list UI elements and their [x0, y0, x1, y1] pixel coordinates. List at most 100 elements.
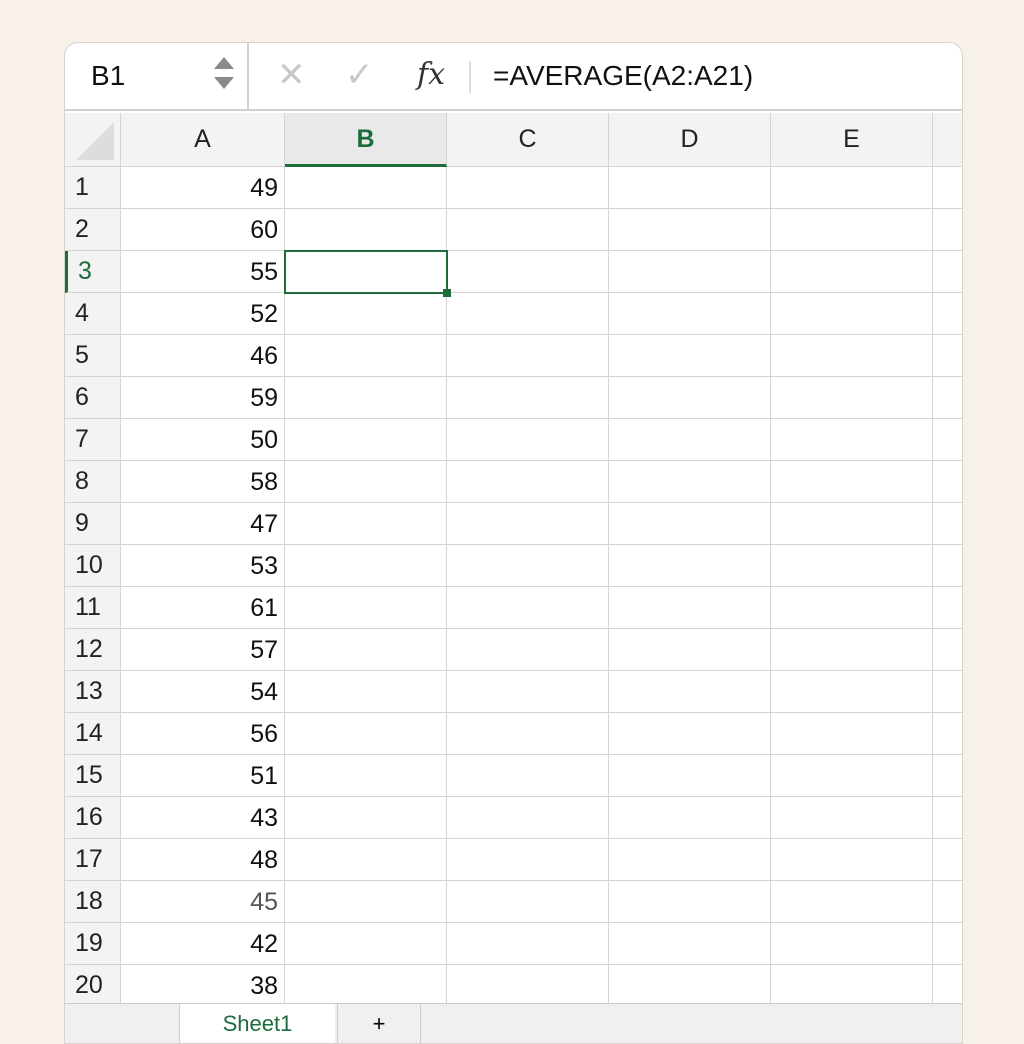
- formula-input[interactable]: =AVERAGE(A2:A21): [493, 60, 754, 91]
- name-box[interactable]: B1: [65, 43, 249, 109]
- cell-A7[interactable]: 50: [121, 419, 285, 461]
- cell-A3[interactable]: 55: [121, 251, 285, 293]
- row-header-10[interactable]: 10: [65, 545, 121, 587]
- cell-A16[interactable]: 43: [121, 797, 285, 839]
- row-header-1[interactable]: 1: [65, 167, 121, 209]
- cell-E14[interactable]: [771, 713, 933, 755]
- cell-A15[interactable]: 51: [121, 755, 285, 797]
- row-header-8[interactable]: 8: [65, 461, 121, 503]
- cell-B14[interactable]: [285, 713, 447, 755]
- cell-C14[interactable]: [447, 713, 609, 755]
- cell-F8[interactable]: [933, 461, 962, 503]
- cell-A12[interactable]: 57: [121, 629, 285, 671]
- cell-F12[interactable]: [933, 629, 962, 671]
- cell-C13[interactable]: [447, 671, 609, 713]
- row-header-5[interactable]: 5: [65, 335, 121, 377]
- row-header-7[interactable]: 7: [65, 419, 121, 461]
- cell-D10[interactable]: [609, 545, 771, 587]
- cell-E20[interactable]: [771, 965, 933, 1007]
- cell-B4[interactable]: [285, 293, 447, 335]
- cell-D18[interactable]: [609, 881, 771, 923]
- cell-C16[interactable]: [447, 797, 609, 839]
- fill-handle[interactable]: [443, 289, 451, 297]
- cell-B9[interactable]: [285, 503, 447, 545]
- row-header-14[interactable]: 14: [65, 713, 121, 755]
- cell-D2[interactable]: [609, 209, 771, 251]
- insert-function-icon[interactable]: fx: [417, 57, 446, 92]
- cell-D9[interactable]: [609, 503, 771, 545]
- cell-A2[interactable]: 60: [121, 209, 285, 251]
- cell-E13[interactable]: [771, 671, 933, 713]
- cell-B16[interactable]: [285, 797, 447, 839]
- cell-A1[interactable]: 49: [121, 167, 285, 209]
- add-sheet-button[interactable]: +: [337, 1004, 421, 1043]
- cell-C1[interactable]: [447, 167, 609, 209]
- cell-A20[interactable]: 38: [121, 965, 285, 1007]
- cell-F9[interactable]: [933, 503, 962, 545]
- cell-B2[interactable]: [285, 209, 447, 251]
- cell-E10[interactable]: [771, 545, 933, 587]
- tab-scroll-button[interactable]: [65, 1004, 180, 1043]
- cell-A19[interactable]: 42: [121, 923, 285, 965]
- cell-A5[interactable]: 46: [121, 335, 285, 377]
- cell-B15[interactable]: [285, 755, 447, 797]
- row-header-20[interactable]: 20: [65, 965, 121, 1007]
- cell-F15[interactable]: [933, 755, 962, 797]
- cell-B17[interactable]: [285, 839, 447, 881]
- cell-B1[interactable]: [285, 167, 447, 209]
- cell-C20[interactable]: [447, 965, 609, 1007]
- cell-B8[interactable]: [285, 461, 447, 503]
- arrow-up-icon[interactable]: [214, 57, 234, 69]
- cell-C5[interactable]: [447, 335, 609, 377]
- cell-F1[interactable]: [933, 167, 962, 209]
- cell-B7[interactable]: [285, 419, 447, 461]
- cell-D13[interactable]: [609, 671, 771, 713]
- cell-D14[interactable]: [609, 713, 771, 755]
- cell-A13[interactable]: 54: [121, 671, 285, 713]
- cell-F4[interactable]: [933, 293, 962, 335]
- cell-D11[interactable]: [609, 587, 771, 629]
- cell-B13[interactable]: [285, 671, 447, 713]
- cell-E4[interactable]: [771, 293, 933, 335]
- cell-F13[interactable]: [933, 671, 962, 713]
- cell-D15[interactable]: [609, 755, 771, 797]
- cell-E19[interactable]: [771, 923, 933, 965]
- row-header-2[interactable]: 2: [65, 209, 121, 251]
- sheet-tab-active[interactable]: Sheet1: [180, 1004, 335, 1043]
- row-header-15[interactable]: 15: [65, 755, 121, 797]
- cell-C3[interactable]: [447, 251, 609, 293]
- column-header-partial[interactable]: [933, 113, 962, 167]
- cell-D8[interactable]: [609, 461, 771, 503]
- cell-F11[interactable]: [933, 587, 962, 629]
- cell-D17[interactable]: [609, 839, 771, 881]
- cell-F20[interactable]: [933, 965, 962, 1007]
- arrow-down-icon[interactable]: [214, 77, 234, 89]
- column-header-A[interactable]: A: [121, 113, 285, 167]
- row-header-19[interactable]: 19: [65, 923, 121, 965]
- cell-D19[interactable]: [609, 923, 771, 965]
- cell-C4[interactable]: [447, 293, 609, 335]
- cell-F10[interactable]: [933, 545, 962, 587]
- column-header-C[interactable]: C: [447, 113, 609, 167]
- name-box-spinner[interactable]: [213, 57, 235, 97]
- row-header-3[interactable]: 3: [65, 251, 121, 293]
- cell-F19[interactable]: [933, 923, 962, 965]
- row-header-6[interactable]: 6: [65, 377, 121, 419]
- cell-C2[interactable]: [447, 209, 609, 251]
- cell-F17[interactable]: [933, 839, 962, 881]
- cell-B6[interactable]: [285, 377, 447, 419]
- cell-F18[interactable]: [933, 881, 962, 923]
- cell-A6[interactable]: 59: [121, 377, 285, 419]
- cell-D16[interactable]: [609, 797, 771, 839]
- cell-E18[interactable]: [771, 881, 933, 923]
- cell-E17[interactable]: [771, 839, 933, 881]
- cell-F5[interactable]: [933, 335, 962, 377]
- cell-D4[interactable]: [609, 293, 771, 335]
- cell-B19[interactable]: [285, 923, 447, 965]
- column-header-E[interactable]: E: [771, 113, 933, 167]
- cell-A4[interactable]: 52: [121, 293, 285, 335]
- cell-F7[interactable]: [933, 419, 962, 461]
- cell-D6[interactable]: [609, 377, 771, 419]
- cell-C18[interactable]: [447, 881, 609, 923]
- cell-D12[interactable]: [609, 629, 771, 671]
